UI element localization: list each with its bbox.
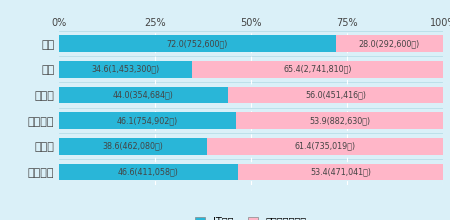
Text: 34.6(1,453,300人): 34.6(1,453,300人) bbox=[91, 65, 159, 74]
Text: 72.0(752,600人): 72.0(752,600人) bbox=[166, 39, 228, 48]
Text: 28.0(292,600人): 28.0(292,600人) bbox=[359, 39, 420, 48]
Bar bbox=[236, 112, 443, 129]
Text: 38.6(462,080人): 38.6(462,080人) bbox=[102, 142, 163, 151]
Text: 46.1(754,902人): 46.1(754,902人) bbox=[117, 116, 178, 125]
Text: 53.9(882,630人): 53.9(882,630人) bbox=[309, 116, 370, 125]
Text: 44.0(354,684人): 44.0(354,684人) bbox=[112, 90, 174, 99]
Text: 46.6(411,058人): 46.6(411,058人) bbox=[118, 167, 179, 176]
Bar bbox=[238, 164, 443, 180]
Text: 61.4(735,019人): 61.4(735,019人) bbox=[295, 142, 356, 151]
Bar bbox=[192, 61, 443, 78]
Bar bbox=[58, 87, 228, 103]
Text: 53.4(471,041人): 53.4(471,041人) bbox=[310, 167, 371, 176]
Bar bbox=[207, 138, 443, 155]
Bar bbox=[58, 61, 192, 78]
Bar bbox=[58, 138, 207, 155]
Text: 56.0(451,416人): 56.0(451,416人) bbox=[305, 90, 366, 99]
Bar bbox=[228, 87, 443, 103]
Bar bbox=[58, 35, 336, 52]
Legend: IT会社, それ以外の会社: IT会社, それ以外の会社 bbox=[195, 216, 306, 220]
Bar bbox=[336, 35, 443, 52]
Bar bbox=[58, 164, 238, 180]
Text: 65.4(2,741,810人): 65.4(2,741,810人) bbox=[283, 65, 352, 74]
Bar bbox=[58, 112, 236, 129]
